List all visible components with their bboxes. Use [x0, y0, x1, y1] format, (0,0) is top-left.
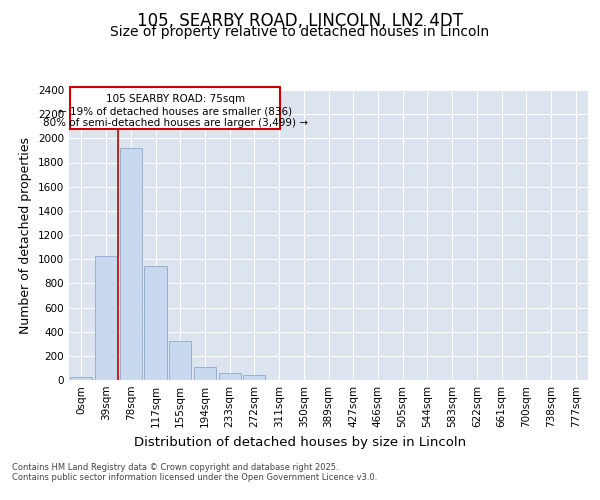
Text: 105 SEARBY ROAD: 75sqm: 105 SEARBY ROAD: 75sqm: [106, 94, 245, 104]
Text: 105, SEARBY ROAD, LINCOLN, LN2 4DT: 105, SEARBY ROAD, LINCOLN, LN2 4DT: [137, 12, 463, 30]
Bar: [218, 374, 241, 380]
FancyBboxPatch shape: [70, 87, 280, 128]
Text: 80% of semi-detached houses are larger (3,499) →: 80% of semi-detached houses are larger (…: [43, 118, 308, 128]
Text: Contains HM Land Registry data © Crown copyright and database right 2025.
Contai: Contains HM Land Registry data © Crown c…: [12, 462, 377, 482]
Bar: [119, 148, 142, 380]
Bar: [145, 266, 167, 380]
Bar: [194, 368, 216, 380]
Bar: [70, 377, 92, 380]
Bar: [95, 256, 117, 380]
Bar: [169, 342, 191, 380]
Bar: [243, 375, 265, 380]
Text: Size of property relative to detached houses in Lincoln: Size of property relative to detached ho…: [110, 25, 490, 39]
Text: ← 19% of detached houses are smaller (836): ← 19% of detached houses are smaller (83…: [58, 106, 292, 116]
Text: Distribution of detached houses by size in Lincoln: Distribution of detached houses by size …: [134, 436, 466, 449]
Y-axis label: Number of detached properties: Number of detached properties: [19, 136, 32, 334]
